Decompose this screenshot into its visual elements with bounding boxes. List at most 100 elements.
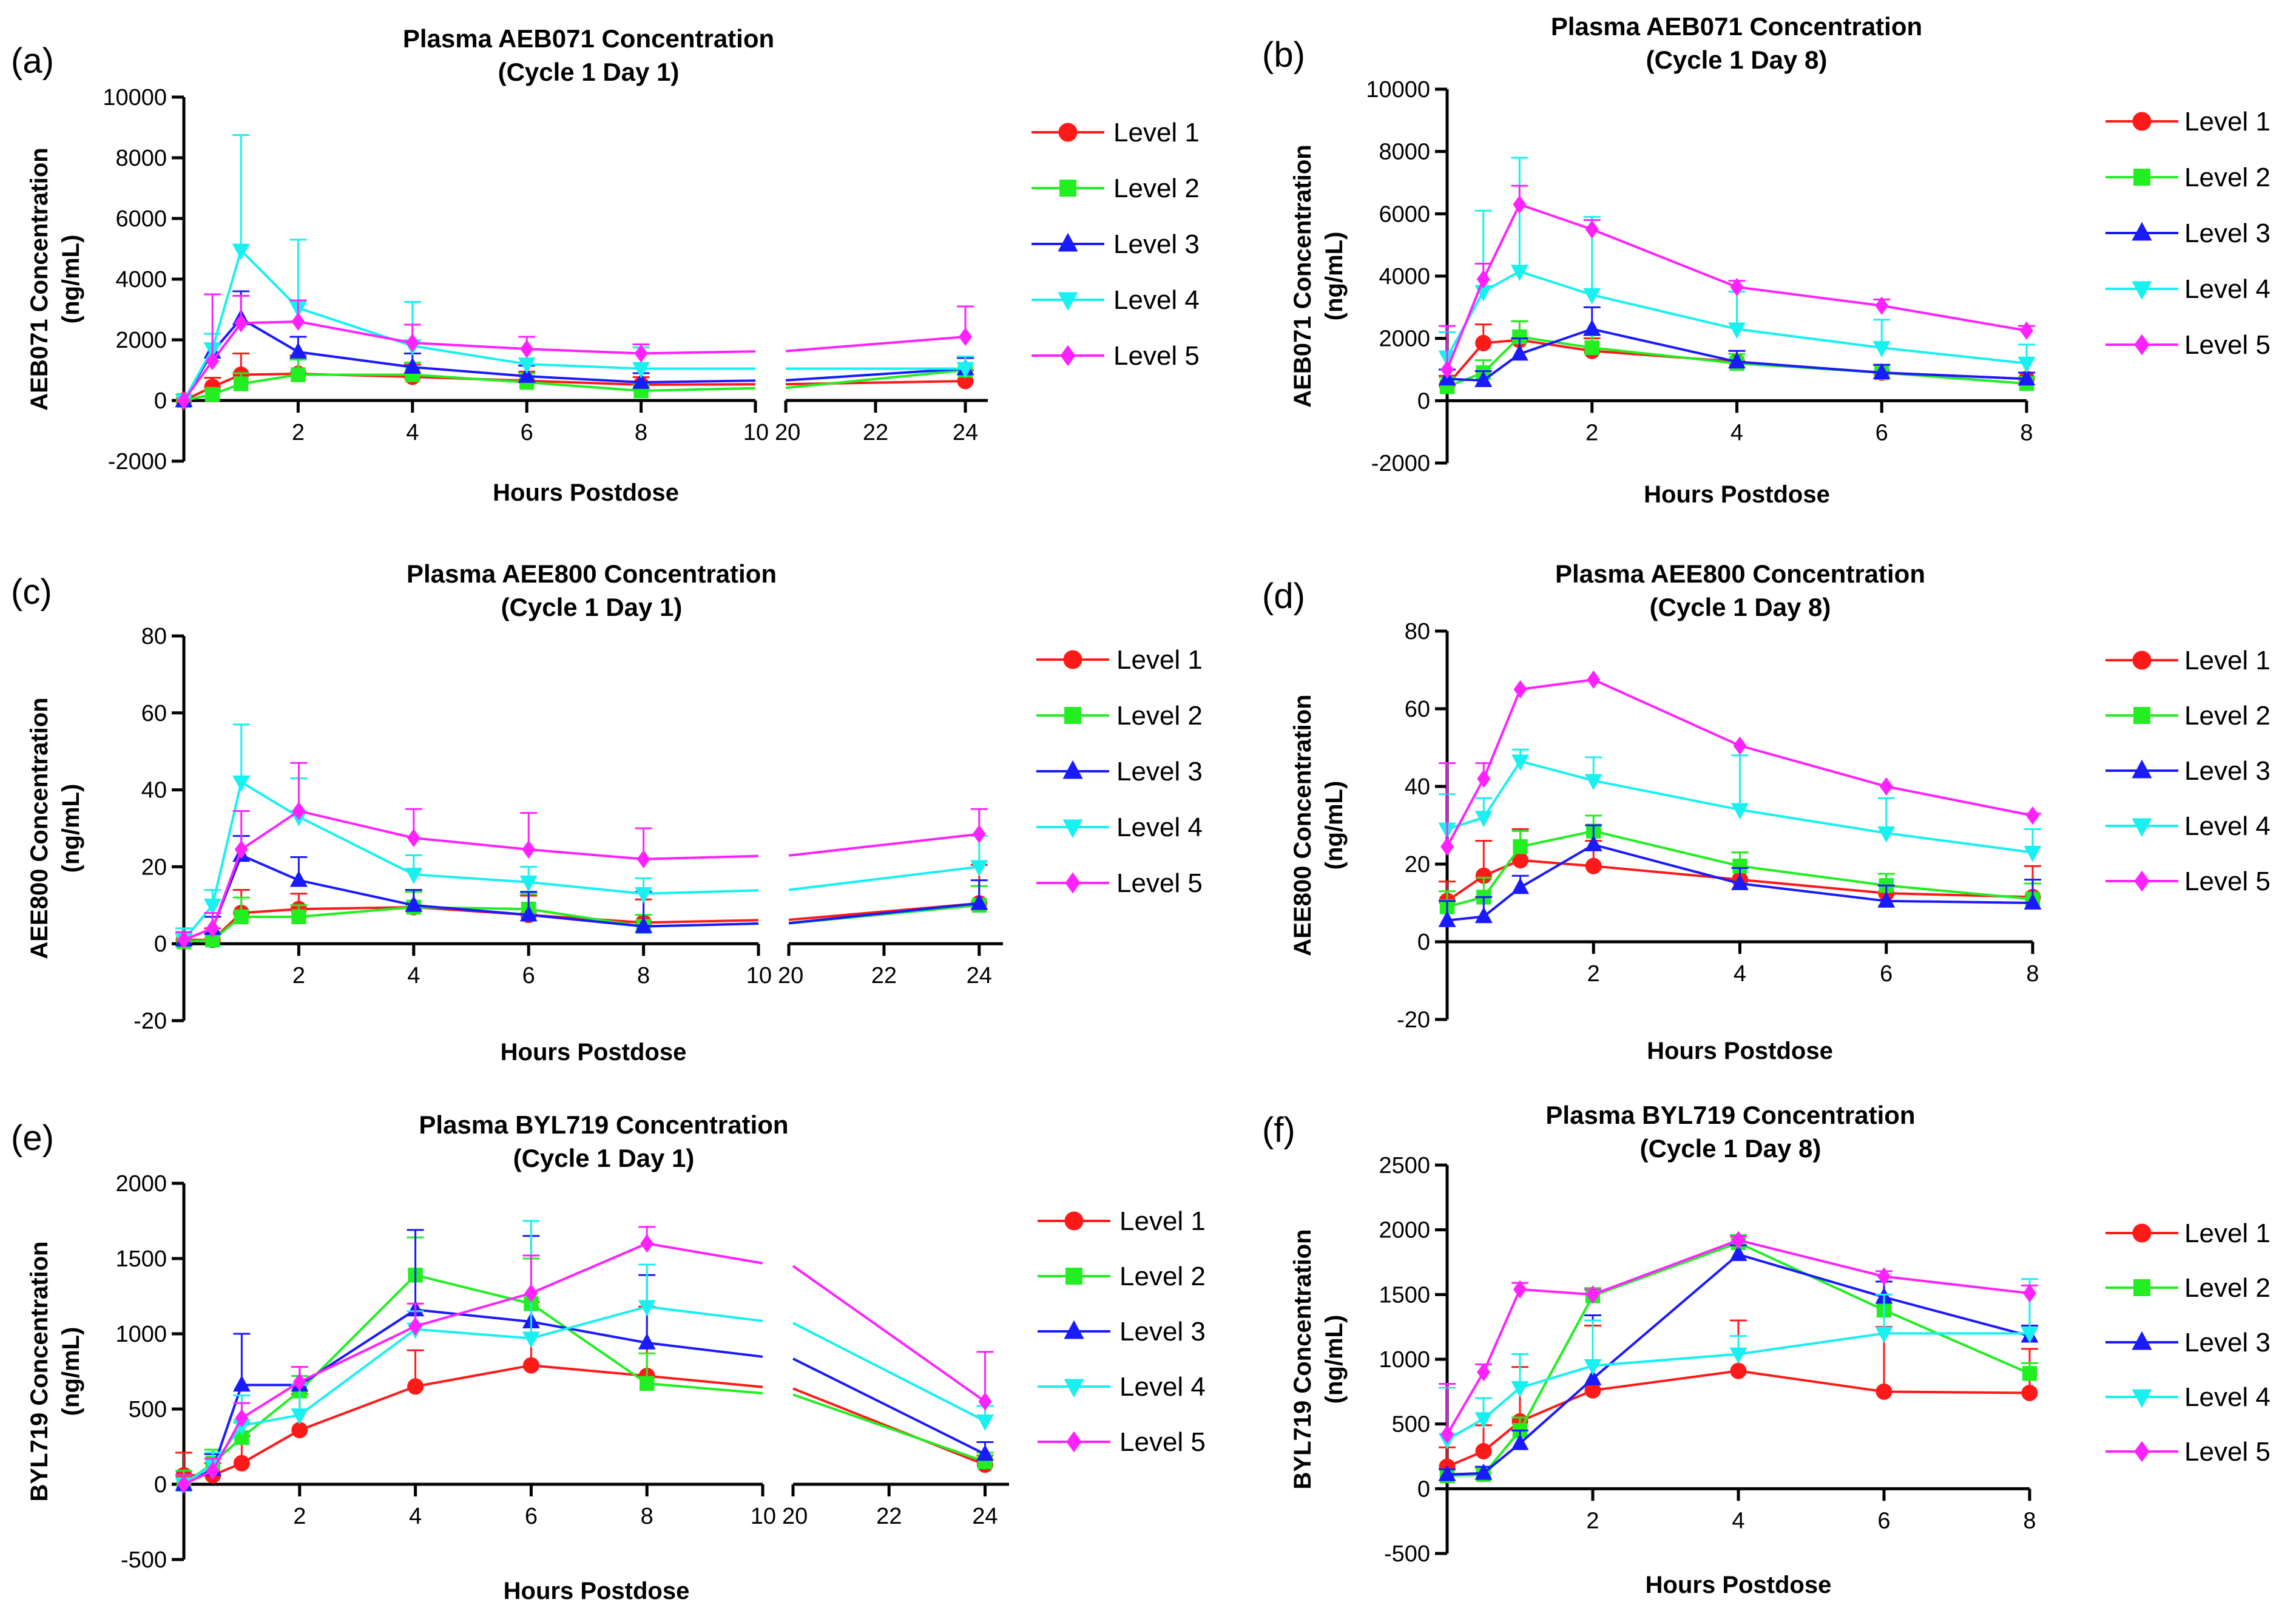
data-point — [522, 1331, 540, 1348]
series-line — [788, 833, 980, 857]
data-point — [1438, 910, 1456, 927]
x-tick-label: 22 — [876, 1504, 902, 1529]
y-tick-label: 4000 — [1379, 264, 1430, 289]
legend-label: Level 3 — [2184, 756, 2271, 786]
y-tick-label: 0 — [154, 1472, 167, 1498]
x-axis-label: Hours Postdose — [493, 479, 679, 506]
legend-item: Level 2 — [1036, 701, 1203, 731]
data-point — [524, 1283, 538, 1303]
y-axis-label: AEE800 Concentration — [1289, 694, 1316, 956]
x-tick-label: 8 — [2020, 420, 2033, 445]
x-tick-label: 10 — [751, 1504, 776, 1529]
y-tick-label: 20 — [141, 854, 167, 880]
data-point — [1474, 370, 1493, 387]
data-point — [1476, 269, 1490, 289]
data-point — [1511, 1381, 1529, 1398]
legend-item: Level 1 — [1038, 1206, 1206, 1236]
y-tick-label: 8000 — [1379, 140, 1430, 165]
legend-marker — [1064, 1379, 1084, 1398]
x-tick-label: 24 — [967, 963, 992, 989]
x-tick-label: 20 — [775, 420, 800, 445]
y-axis-label: BYL719 Concentration — [1289, 1229, 1316, 1490]
legend-label: Level 3 — [1116, 757, 1203, 786]
data-point — [1513, 839, 1528, 854]
data-point — [1511, 877, 1530, 894]
legend-label: Level 1 — [1119, 1206, 1206, 1236]
legend-item: Level 2 — [2105, 1273, 2271, 1303]
legend-label: Level 5 — [2184, 1437, 2271, 1467]
data-point — [978, 1392, 992, 1411]
legend-label: Level 5 — [1119, 1427, 1206, 1457]
y-tick-label: 0 — [1417, 388, 1430, 414]
panel-label: (a) — [11, 41, 54, 81]
series-line — [183, 1308, 763, 1485]
legend-item: Level 5 — [2105, 330, 2271, 360]
data-point — [1731, 1231, 1746, 1249]
data-point — [232, 243, 250, 260]
panel-label: (f) — [1262, 1110, 1295, 1150]
legend-item: Level 4 — [1038, 1372, 1206, 1402]
legend-item: Level 4 — [2105, 274, 2271, 304]
y-tick-label: 8000 — [115, 146, 167, 171]
data-point — [1511, 1433, 1529, 1450]
x-tick-label: 6 — [525, 1504, 538, 1529]
data-point — [403, 357, 422, 374]
data-point — [1584, 774, 1602, 791]
data-point — [2017, 356, 2036, 373]
chart-title: Plasma AEE800 Concentration — [1555, 559, 1925, 588]
chart-subtitle: (Cycle 1 Day 1) — [513, 1144, 695, 1172]
x-tick-label: 6 — [521, 420, 533, 445]
y-tick-label: -500 — [1384, 1541, 1430, 1567]
legend-marker — [2132, 1331, 2152, 1350]
data-point — [1877, 826, 1896, 843]
y-tick-label: -2000 — [108, 449, 167, 475]
series-line — [788, 902, 979, 925]
data-point — [1877, 1267, 1891, 1286]
data-point — [520, 339, 534, 359]
legend-label: Level 4 — [1116, 813, 1203, 842]
data-point — [232, 1375, 251, 1392]
legend-item: Level 5 — [2105, 867, 2271, 896]
legend-item: Level 3 — [2105, 218, 2271, 248]
y-axis-unit-label: (ng/mL) — [1321, 1315, 1348, 1404]
chart-subtitle: (Cycle 1 Day 8) — [1640, 1134, 1822, 1163]
data-point — [405, 868, 423, 885]
data-point — [291, 312, 305, 331]
legend-marker — [2133, 169, 2150, 186]
data-point — [1477, 769, 1491, 788]
x-axis-label: Hours Postdose — [501, 1039, 687, 1066]
y-tick-label: 40 — [1405, 774, 1430, 800]
x-axis-label: Hours Postdose — [1644, 481, 1830, 508]
legend-marker — [1063, 650, 1082, 669]
y-tick-label: -500 — [121, 1547, 167, 1573]
y-tick-label: 1500 — [115, 1246, 167, 1272]
y-tick-label: -20 — [133, 1009, 167, 1034]
data-point — [407, 1378, 424, 1395]
legend-item: Level 2 — [2105, 701, 2271, 731]
data-point — [1510, 344, 1528, 361]
chart-subtitle: (Cycle 1 Day 8) — [1650, 593, 1831, 621]
y-tick-label: 2000 — [1379, 1218, 1430, 1243]
x-tick-label: 8 — [637, 963, 650, 989]
data-point — [289, 342, 307, 359]
series-line — [183, 780, 759, 941]
legend-label: Level 3 — [2184, 218, 2271, 248]
legend-marker — [2133, 1279, 2150, 1296]
data-point — [2021, 1327, 2039, 1343]
data-point — [232, 776, 251, 792]
legend-item: Level 2 — [1032, 174, 1200, 203]
legend-label: Level 1 — [1113, 118, 1200, 147]
series-level-4 — [1438, 748, 2042, 862]
series-line — [183, 809, 759, 941]
x-tick-label: 8 — [641, 1504, 653, 1529]
data-point — [292, 802, 306, 820]
legend-marker — [1064, 1320, 1084, 1339]
data-point — [519, 875, 538, 892]
y-tick-label: 1000 — [115, 1322, 167, 1347]
data-point — [634, 344, 648, 363]
chart-title: Plasma BYL719 Concentration — [1545, 1101, 1915, 1129]
data-point — [234, 314, 248, 333]
x-tick-label: 10 — [746, 963, 772, 989]
legend-label: Level 1 — [2184, 1218, 2271, 1248]
data-point — [972, 825, 986, 843]
